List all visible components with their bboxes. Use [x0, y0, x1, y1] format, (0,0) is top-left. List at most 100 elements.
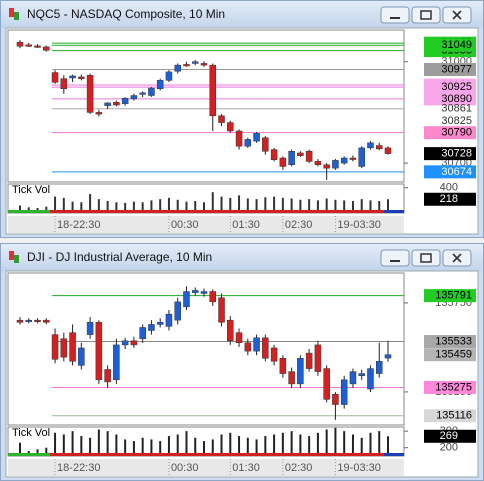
- x-tick-label: 19-03:30: [337, 219, 380, 231]
- candle-body: [139, 327, 146, 339]
- volume-bar: [36, 449, 39, 453]
- volume-bar: [167, 197, 170, 210]
- candle-body: [323, 164, 330, 169]
- close-button[interactable]: [442, 249, 472, 267]
- volume-bar: [185, 201, 188, 210]
- volume-bar: [211, 439, 214, 453]
- candle-body: [60, 338, 68, 358]
- level-label: 30890: [441, 93, 472, 105]
- volume-bar: [176, 199, 179, 210]
- candle-body: [218, 115, 225, 123]
- minimize-button[interactable]: [380, 6, 410, 24]
- candle-body: [113, 102, 120, 106]
- volume-bar: [316, 200, 319, 210]
- volume-bar: [273, 434, 276, 453]
- volume-tick-label: 200: [440, 442, 458, 454]
- candle-body: [51, 334, 59, 360]
- volume-bar: [316, 432, 319, 453]
- volume-bar: [264, 436, 267, 453]
- candle-body: [340, 157, 348, 164]
- volume-bar: [132, 441, 135, 453]
- volume-bar: [54, 196, 57, 210]
- x-tick-label: 01:30: [232, 219, 260, 231]
- last-price-label-box: [424, 147, 476, 161]
- candle-body: [130, 95, 138, 100]
- candle-body: [174, 301, 181, 321]
- x-tick-label: 19-03:30: [337, 462, 380, 474]
- x-tick-label: 02:30: [285, 219, 313, 231]
- candle-body: [323, 368, 330, 400]
- candle-body: [358, 147, 365, 167]
- candle-body: [156, 322, 164, 325]
- volume-bar: [159, 199, 162, 210]
- level-label: 30861: [441, 103, 472, 115]
- volume-bar: [27, 207, 30, 210]
- last-price-label: 135459: [435, 349, 472, 361]
- candle-body: [191, 61, 199, 64]
- candle-body: [340, 379, 348, 405]
- maximize-button[interactable]: [411, 249, 441, 267]
- candle-body: [69, 75, 76, 79]
- volume-bar: [27, 451, 30, 453]
- volume-bar: [36, 207, 39, 210]
- level-label-box: [424, 92, 476, 106]
- candle-body: [191, 290, 199, 293]
- level-label: 30790: [441, 127, 472, 139]
- candle-body: [43, 319, 50, 323]
- candle-body: [51, 72, 59, 83]
- volume-bar: [80, 436, 83, 453]
- candle-body: [367, 368, 374, 390]
- volume-bar: [334, 427, 337, 453]
- candle-body: [297, 358, 304, 385]
- candle-body: [227, 122, 234, 132]
- volume-bar: [290, 198, 293, 210]
- candle-body: [104, 102, 111, 106]
- volume-bar: [159, 441, 162, 453]
- window-icon: [9, 8, 14, 17]
- volume-bar: [229, 432, 232, 453]
- level-label-box: [424, 335, 476, 349]
- candle-body: [16, 319, 24, 323]
- candle-body: [314, 344, 322, 372]
- button-face[interactable]: [380, 6, 410, 24]
- volume-bar: [185, 431, 188, 453]
- maximize-button[interactable]: [411, 6, 441, 24]
- volume-bar: [194, 437, 197, 453]
- candle-body: [270, 149, 278, 160]
- button-face[interactable]: [411, 6, 441, 24]
- candle-body: [165, 313, 173, 327]
- level-label: 30925: [441, 81, 472, 93]
- volume-bar: [80, 202, 83, 210]
- volume-bar: [220, 196, 223, 210]
- candle-body: [209, 291, 217, 303]
- candle-body: [43, 46, 50, 51]
- candle-body: [183, 64, 190, 67]
- candle-body: [16, 41, 24, 47]
- window-icon: [14, 255, 19, 263]
- x-tick-label: 00:30: [171, 219, 199, 231]
- level-label: 31049: [441, 39, 472, 51]
- candle-body: [279, 358, 287, 374]
- button-face[interactable]: [380, 249, 410, 267]
- candle-body: [121, 340, 129, 346]
- time-axis: [8, 459, 404, 476]
- button-face[interactable]: [411, 249, 441, 267]
- last-price-label: 30728: [441, 148, 472, 160]
- window-icon: [9, 251, 14, 260]
- minimize-button[interactable]: [380, 249, 410, 267]
- level-label: 30977: [441, 63, 472, 75]
- chart-window: DJI - DJ Industrial Average, 10 Min13525…: [0, 243, 484, 481]
- level-label-box: [424, 63, 476, 77]
- volume-bar: [141, 202, 144, 210]
- volume-bar: [281, 197, 284, 210]
- candle-body: [244, 139, 252, 147]
- volume-bar: [62, 197, 65, 210]
- close-button[interactable]: [442, 6, 472, 24]
- candle-body: [25, 44, 33, 47]
- candle-body: [218, 297, 225, 323]
- candle-body: [384, 354, 392, 359]
- candle-body: [104, 369, 111, 383]
- level-label-box: [424, 80, 476, 94]
- volume-bar: [203, 202, 205, 210]
- volume-bar: [308, 199, 311, 210]
